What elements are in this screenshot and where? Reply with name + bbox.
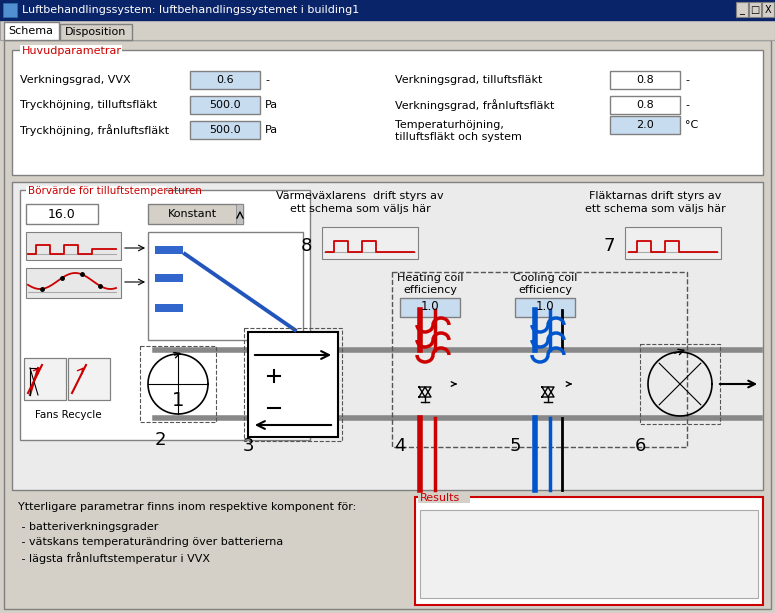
Text: tilluftsfläkt och system: tilluftsfläkt och system: [395, 132, 522, 142]
Text: Results: Results: [420, 493, 460, 503]
Text: -: -: [685, 100, 689, 110]
Text: °C: °C: [685, 120, 698, 130]
Bar: [155, 246, 183, 254]
Bar: [515, 298, 575, 317]
Text: 4: 4: [394, 437, 406, 455]
Bar: [244, 328, 342, 441]
Bar: [26, 204, 98, 224]
Text: 1.0: 1.0: [536, 300, 554, 313]
Bar: [236, 204, 243, 224]
Bar: [155, 304, 183, 312]
Text: 1: 1: [172, 390, 184, 409]
Text: 3: 3: [243, 437, 253, 455]
Text: Värmeväxlarens  drift styrs av: Värmeväxlarens drift styrs av: [276, 191, 444, 201]
Bar: [68, 358, 110, 400]
Bar: [0, 0, 775, 20]
Text: 2.0: 2.0: [636, 120, 654, 130]
Text: X: X: [765, 5, 771, 15]
Text: 500.0: 500.0: [209, 125, 241, 135]
Bar: [4, 22, 59, 40]
Text: Disposition: Disposition: [65, 27, 126, 37]
Text: Verkningsgrad, frånluftsfläkt: Verkningsgrad, frånluftsfläkt: [395, 99, 554, 111]
Text: Fläktarnas drift styrs av: Fläktarnas drift styrs av: [589, 191, 722, 201]
Text: Börvärde för tilluftstemperaturen: Börvärde för tilluftstemperaturen: [28, 186, 202, 196]
Bar: [640, 344, 720, 424]
Text: - lägsta frånluftstemperatur i VVX: - lägsta frånluftstemperatur i VVX: [18, 552, 210, 564]
Text: 5: 5: [509, 437, 521, 455]
Bar: [190, 121, 260, 139]
Bar: [415, 497, 763, 605]
Bar: [140, 346, 216, 422]
Text: Tryckhöjning, tilluftsfläkt: Tryckhöjning, tilluftsfläkt: [20, 100, 157, 110]
Bar: [24, 358, 66, 400]
Text: Pa: Pa: [265, 100, 278, 110]
Text: Konstant: Konstant: [167, 209, 216, 219]
Bar: [68, 358, 110, 400]
Text: 1.0: 1.0: [421, 300, 439, 313]
Text: ett schema som väljs här: ett schema som väljs här: [290, 204, 430, 214]
Bar: [26, 232, 121, 260]
Bar: [625, 227, 721, 259]
Bar: [12, 182, 763, 490]
Bar: [148, 232, 303, 340]
Text: 2: 2: [154, 431, 166, 449]
Text: - batteriverkningsgrader: - batteriverkningsgrader: [18, 522, 158, 532]
Bar: [610, 71, 680, 89]
Text: 16.0: 16.0: [48, 207, 76, 221]
Bar: [322, 227, 418, 259]
Bar: [60, 24, 132, 40]
Text: Luftbehandlingssystem: luftbehandlingssystemet i building1: Luftbehandlingssystem: luftbehandlingssy…: [22, 5, 360, 15]
Bar: [610, 96, 680, 114]
Text: Huvudparametrar: Huvudparametrar: [22, 46, 122, 56]
Text: Schema: Schema: [9, 26, 53, 36]
Bar: [190, 96, 260, 114]
Bar: [20, 190, 310, 440]
Text: ett schema som väljs här: ett schema som väljs här: [584, 204, 725, 214]
Bar: [418, 493, 470, 503]
Bar: [420, 510, 758, 598]
Text: -: -: [265, 75, 269, 85]
Text: 500.0: 500.0: [209, 100, 241, 110]
Text: efficiency: efficiency: [403, 285, 457, 295]
Bar: [190, 71, 260, 89]
Bar: [24, 358, 66, 400]
Text: Verkningsgrad, tilluftsfläkt: Verkningsgrad, tilluftsfläkt: [395, 75, 542, 85]
Text: 8: 8: [301, 237, 312, 255]
Text: Ytterligare parametrar finns inom respektive komponent för:: Ytterligare parametrar finns inom respek…: [18, 502, 356, 512]
Text: 7: 7: [604, 237, 615, 255]
Text: 0.6: 0.6: [216, 75, 234, 85]
Text: Tryckhöjning, frånluftsfläkt: Tryckhöjning, frånluftsfläkt: [20, 124, 169, 136]
Text: -: -: [685, 75, 689, 85]
Bar: [3, 3, 17, 17]
Text: 0.8: 0.8: [636, 100, 654, 110]
Bar: [736, 2, 748, 17]
Text: Temperaturhöjning,: Temperaturhöjning,: [395, 120, 504, 130]
Text: Verkningsgrad, VVX: Verkningsgrad, VVX: [20, 75, 131, 85]
Text: efficiency: efficiency: [518, 285, 572, 295]
Bar: [762, 2, 774, 17]
Bar: [26, 268, 121, 298]
Bar: [0, 20, 775, 40]
Bar: [749, 2, 761, 17]
Bar: [400, 298, 460, 317]
Bar: [155, 274, 183, 282]
Bar: [12, 50, 763, 175]
Bar: [610, 116, 680, 134]
Text: Cooling coil: Cooling coil: [513, 273, 577, 283]
Text: 6: 6: [634, 437, 646, 455]
Text: 0.8: 0.8: [636, 75, 654, 85]
Text: □: □: [750, 5, 759, 15]
Bar: [148, 204, 243, 224]
Bar: [392, 272, 687, 447]
Text: Heating coil: Heating coil: [397, 273, 463, 283]
Text: _: _: [739, 5, 745, 15]
Text: - vätskans temperaturändring över batterierna: - vätskans temperaturändring över batter…: [18, 537, 283, 547]
Text: Fans Recycle: Fans Recycle: [35, 410, 102, 420]
Bar: [26, 186, 166, 196]
Bar: [20, 45, 122, 57]
Text: Pa: Pa: [265, 125, 278, 135]
Bar: [248, 332, 338, 437]
